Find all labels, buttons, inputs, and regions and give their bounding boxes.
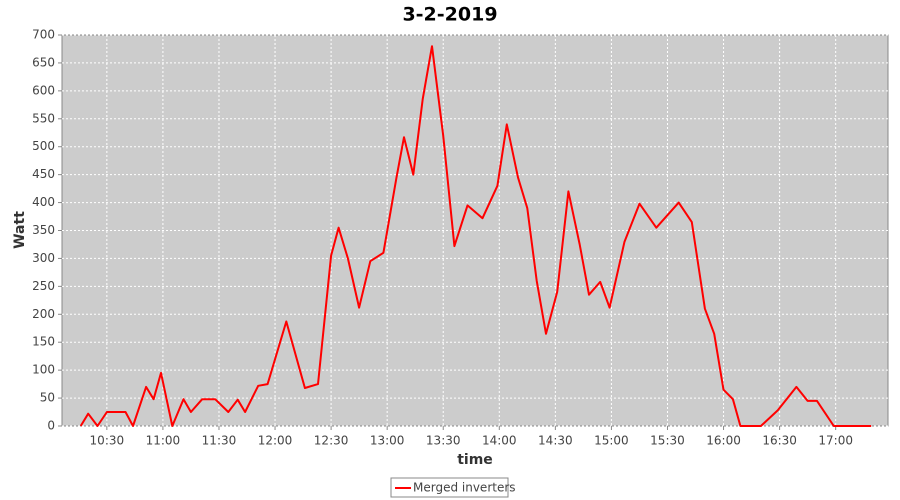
legend-box: [390, 477, 509, 498]
x-tick-label: 17:00: [818, 434, 853, 448]
y-axis-label: Watt: [12, 211, 28, 249]
y-tick-label: 300: [32, 251, 55, 265]
x-tick-label: 13:00: [370, 434, 405, 448]
x-tick-label: 16:00: [706, 434, 741, 448]
x-tick-label: 12:00: [258, 434, 293, 448]
y-tick-label: 150: [32, 335, 55, 349]
x-tick-label: 13:30: [426, 434, 461, 448]
y-tick-label: 400: [32, 195, 55, 209]
x-tick-label: 15:30: [650, 434, 685, 448]
y-tick-label: 200: [32, 307, 55, 321]
x-tick-label: 11:00: [146, 434, 181, 448]
y-tick-label: 250: [32, 279, 55, 293]
x-axis-label: time: [457, 452, 493, 468]
y-tick-label: 450: [32, 167, 55, 181]
legend-label: Merged inverters: [413, 481, 516, 495]
y-tick-label: 600: [32, 83, 55, 97]
x-tick-label: 12:30: [314, 434, 349, 448]
y-tick-label: 0: [47, 419, 55, 433]
x-tick-label: 15:00: [594, 434, 629, 448]
line-series: [79, 45, 872, 427]
x-tick-label: 10:30: [90, 434, 125, 448]
y-tick-label: 500: [32, 139, 55, 153]
y-tick-label: 650: [32, 55, 55, 69]
y-tick-label: 350: [32, 223, 55, 237]
y-tick-label: 550: [32, 111, 55, 125]
x-tick-label: 16:30: [762, 434, 797, 448]
x-tick-label: 11:30: [202, 434, 237, 448]
x-tick-label: 14:00: [482, 434, 517, 448]
legend: Merged inverters: [390, 477, 516, 498]
x-tick-label: 14:30: [538, 434, 573, 448]
y-tick-label: 50: [40, 391, 55, 405]
chart-title: 3-2-2019: [402, 4, 497, 26]
y-tick-label: 100: [32, 363, 55, 377]
y-tick-label: 700: [32, 28, 55, 42]
